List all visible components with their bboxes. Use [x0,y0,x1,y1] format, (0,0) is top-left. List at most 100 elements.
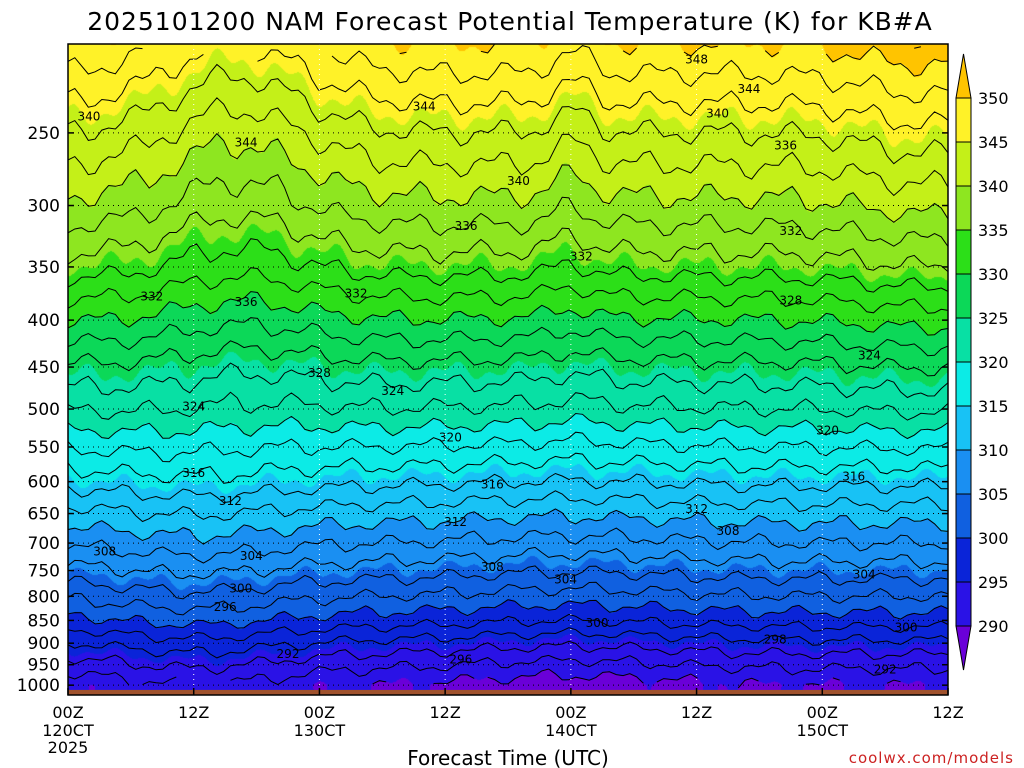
y-tick-label: 450 [28,358,60,378]
contour-line [67,267,949,314]
contour-label: 316 [182,466,205,480]
colorbar: 290 295 300 305 310 315 320 325 330 335 340 345 350 [955,53,1009,671]
contour-label: 300 [895,620,918,634]
contour-label: 316 [481,477,504,491]
contour-label: 332 [570,250,593,264]
contour-line [67,452,949,484]
x-tick-label: 00Z [304,703,335,722]
contour-line [67,63,949,165]
theta-contours [67,44,949,689]
x-tick-label: 00Z [807,703,838,722]
contour-label: 344 [235,135,258,149]
contour-line [67,317,949,357]
colorbar-label: 335 [978,221,1009,240]
y-tick-label: 550 [28,438,60,458]
credit-text: coolwx.com/models [849,749,1014,767]
y-tick-label: 950 [28,656,60,676]
contour-label: 312 [219,494,242,508]
contour-line [67,391,949,421]
colorbar-label: 310 [978,441,1009,460]
contour-label: 328 [779,294,802,308]
contour-line [67,45,949,104]
contour-label: 324 [858,348,881,362]
colorbar-cell [955,405,972,451]
colorbar-label: 305 [978,485,1009,504]
contour-label: 292 [277,647,300,661]
contour-line [67,654,949,686]
theta-field [68,44,948,695]
contour-line [67,490,949,523]
y-tick-label: 350 [28,258,60,278]
contour-label: 320 [816,424,839,438]
contour-label: 344 [413,100,436,114]
contour-label: 296 [449,653,472,667]
contour-line [67,546,949,580]
y-tick-label: 300 [28,197,60,217]
contour-label: 336 [455,219,478,233]
surface-layer [68,689,948,695]
contour-label: 324 [381,384,404,398]
y-tick-label: 900 [28,634,60,654]
colorbar-label: 320 [978,353,1009,372]
contour-label: 336 [774,138,797,152]
contour-label: 292 [874,663,897,677]
contour-label: 304 [853,567,876,581]
x-year-label: 2025 [48,738,89,757]
colorbar-cell [955,141,972,187]
x-day-label: 130CT [294,721,346,740]
x-tick-label: 12Z [932,703,963,722]
x-tick-label: 12Z [681,703,712,722]
contour-line [399,44,949,77]
y-tick-label: 500 [28,400,60,420]
y-tick-label: 700 [28,534,60,554]
contour-label: 300 [229,582,252,596]
contour-line [67,362,949,399]
contour-line [67,412,949,440]
contour-label: 308 [481,560,504,574]
contour-line [67,627,949,659]
surface-strip [68,689,948,695]
contour-line [67,174,949,247]
contour-line [67,581,949,616]
colorbar-label: 295 [978,573,1009,592]
contour-label: 300 [586,616,609,630]
colorbar-label: 345 [978,133,1009,152]
x-tick-label: 00Z [555,703,586,722]
y-tick-label: 250 [28,124,60,144]
colorbar-label: 300 [978,529,1009,548]
contour-line [67,508,949,545]
contour-label: 332 [345,286,368,300]
y-tick-label: 400 [28,311,60,331]
y-tick-label: 1000 [17,676,60,696]
contour-line [67,472,949,504]
contour-label: 308 [93,545,116,559]
colorbar-label: 290 [978,617,1009,636]
contour-line [67,599,949,629]
x-axis-title: Forecast Time (UTC) [407,746,609,768]
colorbar-cell [955,185,972,231]
x-tick-label: 12Z [429,703,460,722]
grid-lines [68,44,948,695]
x-tick-label: 00Z [52,703,83,722]
contour-line [67,527,949,564]
colorbar-label: 315 [978,397,1009,416]
contour-line [67,431,949,463]
y-axis: 250 300 350 400 450 500 550 600 650 700 750 800 850 9… [17,124,948,696]
contour-labels: 292 296 300 300 298 292 296 300 304 308 308 304 308 3… [77,53,917,677]
y-tick-label: 750 [28,562,60,582]
x-day-label: 140CT [545,721,597,740]
contour-label: 344 [737,82,760,96]
contour-label: 304 [240,549,263,563]
contour-line [67,340,949,377]
plot-frame [67,43,949,696]
contour-label: 332 [779,224,802,238]
contour-label: 316 [842,469,865,483]
contour-label: 340 [507,174,530,188]
colorbar-cell [955,97,972,143]
contour-label: 304 [554,572,577,586]
contour-label: 320 [439,430,462,444]
colorbar-cell [955,581,972,627]
colorbar-label: 340 [978,177,1009,196]
contour-line [67,97,949,197]
